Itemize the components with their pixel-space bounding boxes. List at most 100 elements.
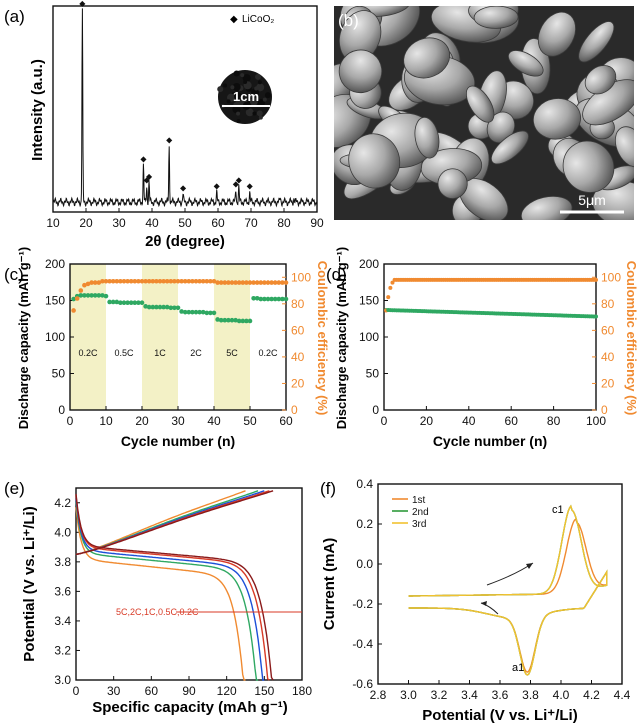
rate-label: 0.2C bbox=[78, 348, 98, 358]
rate-bands bbox=[70, 264, 250, 410]
panel-f-label: (f) bbox=[320, 479, 336, 498]
efficiency-point bbox=[172, 278, 177, 284]
efficiency-point bbox=[208, 278, 213, 284]
pellet-grain bbox=[230, 85, 235, 90]
d-x-tick-label: 40 bbox=[462, 414, 476, 428]
efficiency-point bbox=[276, 280, 282, 285]
capacity-point bbox=[154, 304, 159, 310]
capacity-point bbox=[251, 296, 256, 301]
efficiency-point bbox=[143, 278, 148, 284]
capacity-point bbox=[172, 305, 177, 311]
pellet-grain bbox=[223, 83, 228, 88]
xrd-x-tick-label: 80 bbox=[277, 216, 291, 230]
f-x-tick-label: 3.2 bbox=[431, 688, 448, 702]
efficiency-point bbox=[226, 280, 231, 285]
pellet-grain bbox=[254, 86, 259, 91]
sem-grain bbox=[348, 133, 401, 189]
f-y-tick-label: -0.4 bbox=[352, 637, 373, 651]
panel-f-xlabel: Potential (V vs. Li⁺/Li) bbox=[422, 707, 577, 724]
capacity-point bbox=[71, 296, 76, 302]
capacity-point bbox=[186, 309, 192, 315]
e-y-tick-label: 4.2 bbox=[54, 496, 71, 510]
pellet-grain bbox=[235, 98, 244, 107]
pellet-grain bbox=[249, 97, 258, 106]
panel-a-xlabel: 2θ (degree) bbox=[145, 233, 225, 250]
capacity-point bbox=[143, 304, 148, 309]
panel-c: (c) Discharge capacity (mAh g⁻¹) Coulomb… bbox=[4, 247, 330, 449]
efficiency-point bbox=[262, 280, 267, 285]
d-y2-tick-label: 40 bbox=[601, 350, 615, 364]
capacity-point bbox=[146, 304, 152, 310]
c-x-tick-label: 60 bbox=[279, 414, 293, 428]
panel-c-xlabel: Cycle number (n) bbox=[121, 433, 235, 449]
d-y2-tick-label: 80 bbox=[601, 297, 615, 311]
panel-a-frame bbox=[52, 5, 318, 213]
c-y2-tick-label: 0 bbox=[291, 403, 298, 417]
discharge-curve bbox=[75, 507, 246, 681]
d-y2-tick-label: 60 bbox=[601, 323, 615, 337]
c-y2-tick-label: 20 bbox=[291, 376, 305, 390]
c-y-tick-label: 200 bbox=[45, 257, 65, 271]
efficiency-point bbox=[118, 278, 123, 284]
efficiency-point bbox=[164, 278, 170, 284]
efficiency-point bbox=[121, 278, 127, 284]
f-x-tick-label: 2.8 bbox=[370, 688, 387, 702]
capacity-point bbox=[283, 296, 289, 302]
efficiency-point bbox=[186, 278, 192, 284]
capacity-point bbox=[150, 304, 156, 310]
d-y-tick-label: 100 bbox=[359, 330, 379, 344]
capacity-point bbox=[161, 304, 166, 310]
efficiency-point bbox=[136, 278, 141, 284]
panel-d-points bbox=[384, 277, 598, 319]
efficiency-point bbox=[200, 278, 206, 284]
c-y-tick-label: 100 bbox=[45, 330, 65, 344]
efficiency-point bbox=[175, 278, 181, 284]
capacity-point bbox=[272, 296, 278, 302]
xrd-peak-marker-icon: ◆ bbox=[236, 176, 243, 185]
pellet-grain bbox=[236, 111, 241, 116]
panel-a: (a) Intensity (a.u.) 2θ (degree) 10 20 30 4… bbox=[4, 0, 324, 250]
panel-d-label: (d) bbox=[326, 265, 347, 284]
sweep-arrow-down-head bbox=[481, 601, 487, 606]
legend-label-3rd: 3rd bbox=[412, 519, 426, 530]
peak-label-c1: c1 bbox=[552, 504, 564, 516]
efficiency-point bbox=[139, 278, 145, 284]
f-y-tick-label: 0.0 bbox=[356, 557, 373, 571]
capacity-point bbox=[280, 296, 285, 302]
panel-f-axes: 2.8 3.0 3.2 3.4 3.6 3.8 4.0 4.2 4.4 -0.6 -0.4 -0.2 0… bbox=[352, 477, 630, 702]
rate-band bbox=[214, 264, 250, 410]
efficiency-point bbox=[150, 278, 156, 284]
xrd-peak-marker-icon: ◆ bbox=[140, 155, 147, 164]
inset-scale-label: 1cm bbox=[233, 89, 259, 104]
efficiency-point bbox=[218, 280, 224, 285]
efficiency-point bbox=[254, 280, 260, 285]
rate-band bbox=[70, 264, 106, 410]
capacity-point bbox=[258, 296, 264, 302]
discharge-curve bbox=[75, 495, 270, 681]
efficiency-point bbox=[78, 288, 84, 293]
capacity-point bbox=[175, 305, 181, 311]
efficiency-point bbox=[168, 278, 174, 284]
efficiency-point bbox=[71, 308, 76, 313]
c-x-tick-label: 40 bbox=[207, 414, 221, 428]
legend-diamond-icon: ◆ bbox=[230, 14, 238, 25]
efficiency-point bbox=[222, 280, 228, 285]
panel-d-ylabel: Discharge capacity (mAh g⁻¹) bbox=[334, 247, 349, 429]
rate-label: 0.5C bbox=[114, 348, 134, 358]
efficiency-point bbox=[265, 280, 271, 285]
peak-label-a1: a1 bbox=[512, 662, 524, 674]
c-x-tick-label: 20 bbox=[135, 414, 149, 428]
panel-f: (f) Current (mA) Potential (V vs. Li⁺/Li… bbox=[320, 477, 631, 724]
pellet-grain bbox=[257, 80, 262, 85]
e-y-tick-label: 3.0 bbox=[54, 673, 71, 687]
efficiency-point bbox=[114, 278, 120, 284]
xrd-x-tick-label: 70 bbox=[244, 216, 258, 230]
efficiency-point bbox=[110, 278, 116, 284]
pellet-inset: 1cm bbox=[217, 70, 272, 124]
efficiency-point bbox=[190, 278, 195, 284]
efficiency-point bbox=[236, 280, 242, 285]
efficiency-point bbox=[269, 280, 274, 285]
e-x-tick-label: 0 bbox=[73, 684, 80, 698]
panel-d-xlabel: Cycle number (n) bbox=[433, 433, 547, 449]
c-y2-tick-label: 60 bbox=[291, 323, 305, 337]
